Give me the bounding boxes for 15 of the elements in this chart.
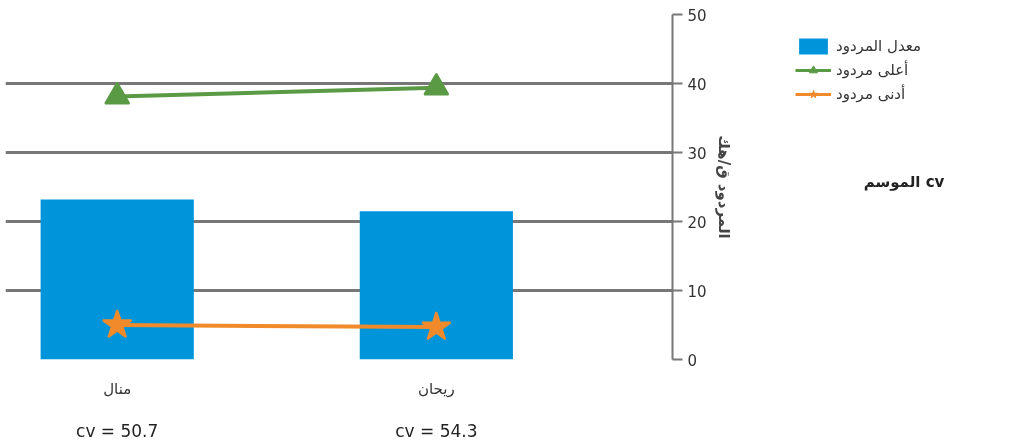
- x-tick-label: منال: [103, 379, 132, 398]
- x-tick-label: ريحان: [417, 379, 455, 398]
- text: الموسم cv: [863, 172, 945, 191]
- y-tick-label: 10: [687, 282, 707, 301]
- y-tick-label: 40: [687, 75, 707, 94]
- y-tick-label: 20: [687, 213, 707, 232]
- text: cv = 54.3: [395, 420, 478, 441]
- text: cv = 50.7: [76, 420, 159, 441]
- y-axis-title: المردود ق/هك: [714, 135, 733, 239]
- legend-label: معدل المردود: [836, 37, 922, 55]
- y-tick-label: 0: [687, 351, 698, 370]
- y-tick-label: 30: [687, 144, 707, 163]
- legend-label: أدنى مردود: [836, 85, 906, 103]
- legend-label: أعلى مردود: [836, 61, 909, 79]
- y-tick-label: 50: [687, 6, 707, 25]
